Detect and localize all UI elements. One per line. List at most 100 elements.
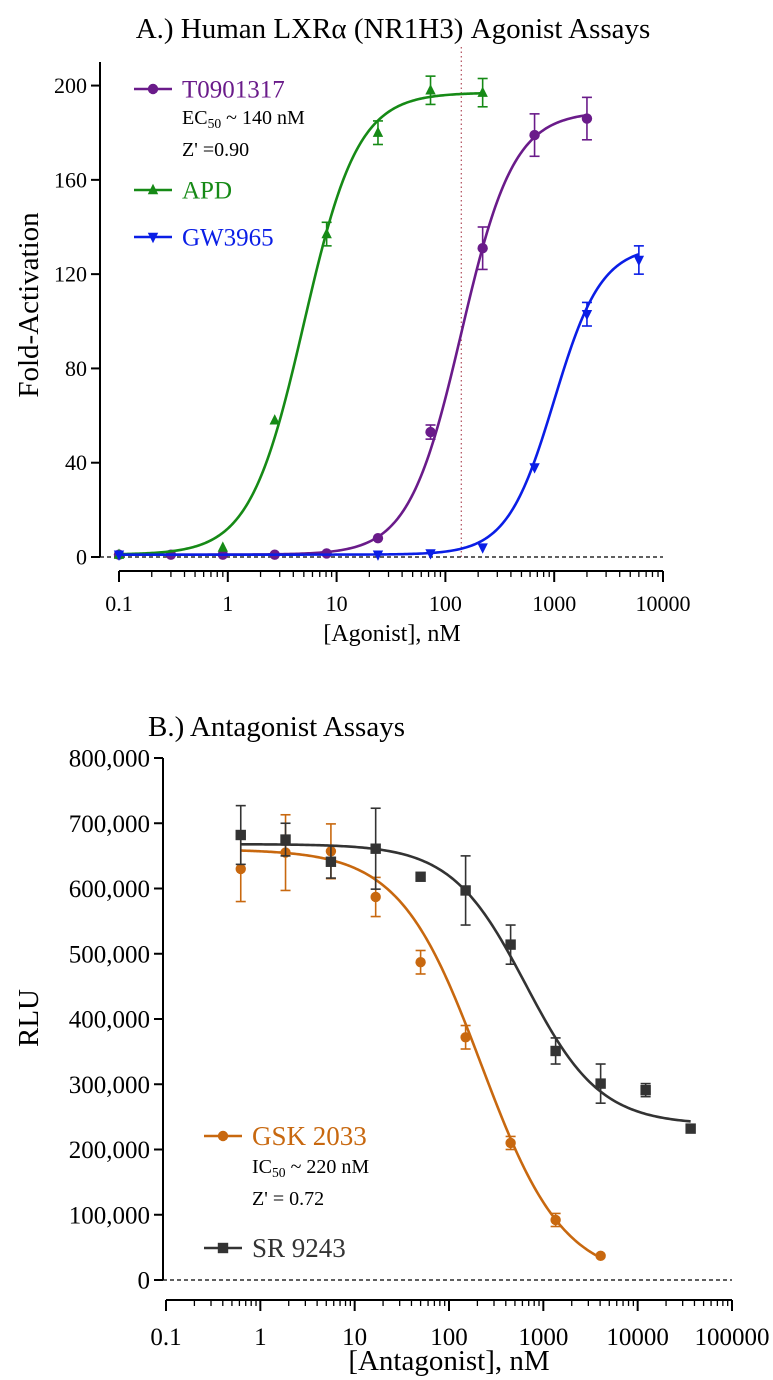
- legend-item-sr-9243: SR 9243: [204, 1233, 346, 1263]
- x-tick-label: 0.1: [105, 591, 133, 616]
- data-point: [321, 227, 332, 239]
- data-point: [477, 86, 488, 97]
- legend-label: GSK 2033: [252, 1121, 367, 1151]
- x-tick-label: 10: [326, 591, 348, 616]
- data-point: [505, 1137, 516, 1149]
- y-tick-label: 0: [76, 544, 87, 569]
- x-tick-label: 0.1: [150, 1324, 181, 1351]
- y-tick-label: 100,000: [69, 1202, 150, 1229]
- legend-annotation: Z' = 0.72: [252, 1188, 324, 1210]
- legend-marker: [147, 183, 159, 195]
- legend-label: T0901317: [182, 77, 285, 104]
- x-tick-label: 100: [430, 1324, 468, 1351]
- x-tick-label: 1000: [518, 1324, 568, 1351]
- data-point: [581, 113, 593, 124]
- x-tick-label: 1000: [532, 591, 576, 616]
- x-tick-label: 10: [342, 1324, 367, 1351]
- data-point: [425, 426, 436, 438]
- fit-curve: [240, 849, 602, 1259]
- x-tick-label: 10000: [636, 591, 691, 616]
- panel-b-title: B.) Antagonist Assays: [148, 711, 405, 743]
- series-gw3965: [113, 245, 645, 561]
- panel-a-legend: T0901317 EC50 ~ 140 nM Z' =0.90 APD GW3965: [134, 77, 305, 252]
- y-tick-label: 500,000: [69, 941, 150, 968]
- y-tick-label: 80: [65, 356, 87, 381]
- data-point: [425, 549, 436, 560]
- data-point: [415, 871, 426, 882]
- panel-a-title: A.) Human LXRα (NR1H3) Agonist Assays: [136, 13, 651, 45]
- legend-marker: [217, 1130, 229, 1142]
- data-point: [640, 1084, 651, 1096]
- data-point: [235, 829, 246, 841]
- legend-marker: [147, 83, 159, 95]
- data-point: [113, 550, 125, 561]
- panel-a-plot-area: 0 40 80 120 160 200 0.1 1 10 100 1000 10000: [54, 47, 691, 616]
- x-tick-label: 1: [222, 591, 233, 616]
- legend-annotation: IC50 ~ 220 nM: [252, 1156, 369, 1180]
- data-point: [217, 541, 229, 552]
- panel-a-agonist-chart: A.) Human LXRα (NR1H3) Agonist Assays Fo…: [13, 13, 691, 647]
- legend-label: APD: [182, 178, 232, 205]
- series-t0901317: [113, 96, 593, 560]
- data-point: [477, 543, 488, 554]
- data-point: [550, 1214, 561, 1226]
- data-point: [370, 843, 381, 854]
- panel-a-y-axis-label: Fold-Activation: [13, 212, 45, 398]
- data-point: [550, 1045, 561, 1057]
- x-tick-label: 1: [254, 1324, 267, 1351]
- y-tick-label: 200,000: [69, 1137, 150, 1164]
- data-point: [415, 957, 426, 968]
- series-sr-9243: [235, 804, 696, 1134]
- legend-item-apd: APD: [134, 178, 232, 205]
- data-point: [460, 1032, 471, 1043]
- legend-marker: [147, 232, 159, 244]
- legend-label: SR 9243: [252, 1233, 346, 1263]
- x-tick-label: 100: [429, 591, 462, 616]
- data-point: [269, 414, 280, 425]
- data-point: [372, 532, 384, 544]
- data-point: [529, 129, 540, 141]
- panel-b-antagonist-chart: B.) Antagonist Assays RLU [Antagonist], …: [13, 711, 770, 1377]
- data-point: [595, 1078, 606, 1089]
- data-point: [595, 1250, 606, 1262]
- data-point: [581, 310, 593, 321]
- legend-item-t0901317: T0901317 EC50 ~ 140 nM Z' =0.90: [134, 77, 305, 161]
- panel-b-legend: GSK 2033 IC50 ~ 220 nM Z' = 0.72 SR 9243: [204, 1121, 369, 1263]
- legend-marker: [217, 1242, 229, 1254]
- x-tick-label: 100000: [695, 1324, 770, 1351]
- y-tick-label: 300,000: [69, 1072, 150, 1099]
- data-point: [505, 939, 516, 950]
- panel-b-y-axis-label: RLU: [13, 989, 45, 1047]
- data-point: [633, 255, 645, 267]
- legend-item-gw3965: GW3965: [134, 225, 274, 252]
- data-point: [370, 891, 381, 903]
- data-point: [477, 243, 488, 254]
- legend-annotation: EC50 ~ 140 nM: [182, 107, 305, 131]
- x-tick-label: 10000: [606, 1324, 669, 1351]
- legend-label: GW3965: [182, 225, 274, 252]
- y-tick-label: 0: [138, 1268, 151, 1295]
- legend-item-gsk-2033: GSK 2033 IC50 ~ 220 nM Z' = 0.72: [204, 1121, 369, 1210]
- series-apd: [113, 75, 488, 559]
- data-point: [529, 463, 540, 474]
- panel-a-x-axis-label: [Agonist], nM: [323, 621, 460, 647]
- legend-annotation: Z' =0.90: [182, 139, 249, 161]
- data-point: [425, 84, 436, 95]
- data-point: [325, 856, 337, 867]
- panel-b-x-axis-label: [Antagonist], nM: [348, 1345, 549, 1377]
- data-point: [460, 885, 471, 896]
- data-point: [372, 550, 384, 561]
- fit-curve: [118, 91, 483, 556]
- fit-curve: [119, 252, 640, 556]
- data-point: [280, 834, 291, 845]
- data-point: [685, 1123, 696, 1134]
- y-tick-label: 120: [54, 262, 87, 287]
- y-tick-label: 800,000: [69, 746, 150, 773]
- data-point: [235, 863, 246, 875]
- y-tick-label: 700,000: [69, 811, 150, 838]
- panel-b-plot-area: 0 100,000 200,000 300,000 400,000 500,000 600,…: [69, 746, 770, 1352]
- y-tick-label: 400,000: [69, 1007, 150, 1034]
- data-point: [372, 126, 384, 137]
- y-tick-label: 600,000: [69, 876, 150, 903]
